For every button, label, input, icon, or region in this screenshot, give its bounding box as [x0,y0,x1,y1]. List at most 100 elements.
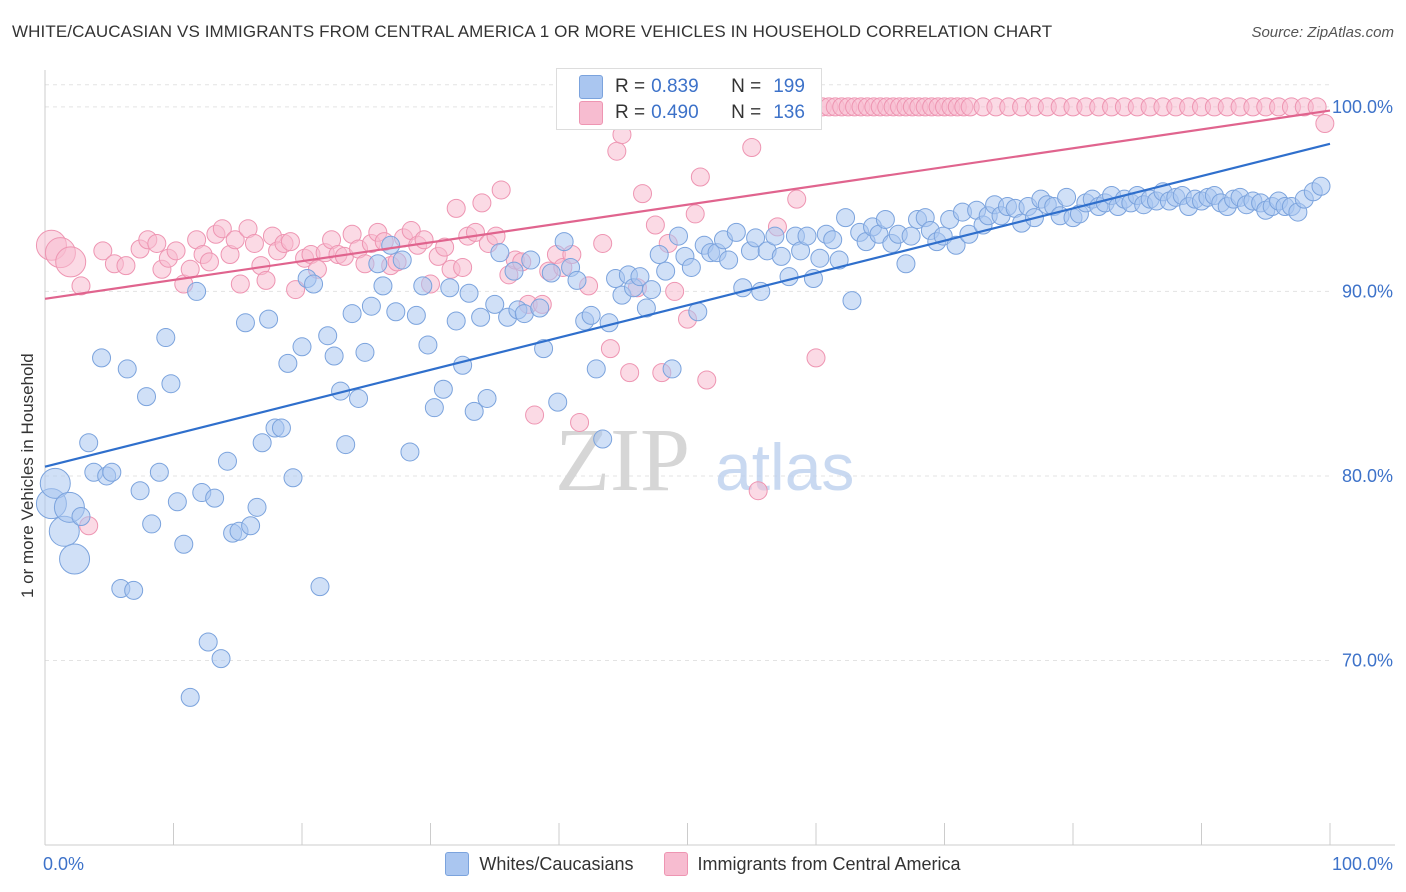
immigrants-point [71,276,91,296]
immigrants-point [55,246,87,278]
series-legend: Whites/Caucasians Immigrants from Centra… [0,852,1406,876]
immigrants-point [166,241,186,261]
whites-point [318,326,338,346]
whites-point [649,245,669,265]
whites-point [310,577,330,597]
immigrants-point [697,370,717,390]
whites-point [662,359,682,379]
immigrants-point [147,233,167,253]
whites-point [283,468,303,488]
immigrants-point [645,215,665,235]
immigrants-point [230,274,250,294]
whites-point [79,433,99,453]
immigrants-point [199,252,219,272]
grid-lines [45,84,1330,661]
immigrants-point [748,481,768,501]
immigrants-point [742,138,762,157]
immigrants-point [607,141,627,161]
immigrants-point [1315,114,1335,134]
whites-point [477,388,497,408]
whites-point [771,246,791,266]
immigrants-point [600,339,620,359]
immigrants-point [116,256,136,276]
whites-point [198,632,218,652]
immigrants-point [665,281,685,301]
whites-point [174,534,194,554]
whites-point [124,580,144,600]
immigrants-point [280,232,300,252]
whites-point [464,401,484,421]
immigrants-point [806,348,826,368]
x-tick-label: 100.0% [1332,854,1393,874]
whites-point [413,276,433,296]
legend-item-whites[interactable]: Whites/Caucasians [445,852,634,876]
immigrants-trend-line [44,109,1331,300]
whites-point [829,250,849,270]
whites-point [642,280,662,300]
whites-point [459,283,479,303]
immigrants-point [93,241,113,261]
immigrants-point [286,280,306,300]
whites-point [875,209,895,229]
r-value: 0.839 [651,76,699,97]
immigrants-point [570,412,590,432]
whites-point [130,481,150,501]
whites-point [530,298,550,318]
whites-point [656,261,676,281]
chart-title: WHITE/CAUCASIAN VS IMMIGRANTS FROM CENTR… [12,22,1053,41]
stats-legend: R = 0.839 N = 199 R = 0.490 N = 136 [556,68,822,130]
x-tick-label: 0.0% [43,854,84,874]
immigrants-point [525,405,545,425]
whites-point [765,226,785,246]
y-tick-label: 100.0% [1332,97,1393,117]
n-label: N = [731,76,762,97]
whites-point [247,497,267,517]
whites-point [823,230,843,250]
whites-point [211,649,231,669]
axes [44,70,1395,846]
whites-point [593,429,613,449]
whites-point [386,302,406,322]
whites-point [541,263,561,283]
whites-point [180,687,200,707]
whites-point [548,392,568,412]
trend-lines [44,109,1331,468]
r-label: R = [615,76,646,97]
legend-item-immigrants[interactable]: Immigrants from Central America [663,852,961,876]
whites-point [336,435,356,455]
whites-point [901,226,921,246]
stats-row-immigrants: R = 0.490 N = 136 [579,100,805,126]
watermark-atlas: atlas [715,430,854,504]
whites-point [187,281,207,301]
whites-point [71,507,91,527]
stats-row-whites: R = 0.839 N = 199 [579,74,805,100]
immigrants-point [256,270,276,290]
whites-point [156,328,176,348]
whites-point [1311,176,1331,196]
whites-point [361,296,381,316]
y-tick-label: 80.0% [1342,466,1393,486]
whites-point [810,248,830,268]
whites-point [504,261,524,281]
immigrants-point [787,189,807,209]
whites-point [117,359,137,379]
whites-point [235,313,255,333]
r-value: 0.490 [651,102,699,123]
legend-label-whites: Whites/Caucasians [479,853,634,874]
whites-point [581,305,601,325]
whites-point [59,543,91,575]
whites-point [842,291,862,311]
whites-point [278,353,298,373]
whites-point [433,379,453,399]
whites-point [746,228,766,248]
chart-source: Source: ZipAtlas.com [1251,24,1394,41]
whites-point [681,257,701,277]
whites-point [167,492,187,512]
whites-point [137,387,157,407]
whites-swatch [579,75,603,99]
whites-point [453,355,473,375]
whites-point [149,462,169,482]
whites-point [400,442,420,462]
whites-point [392,250,412,270]
